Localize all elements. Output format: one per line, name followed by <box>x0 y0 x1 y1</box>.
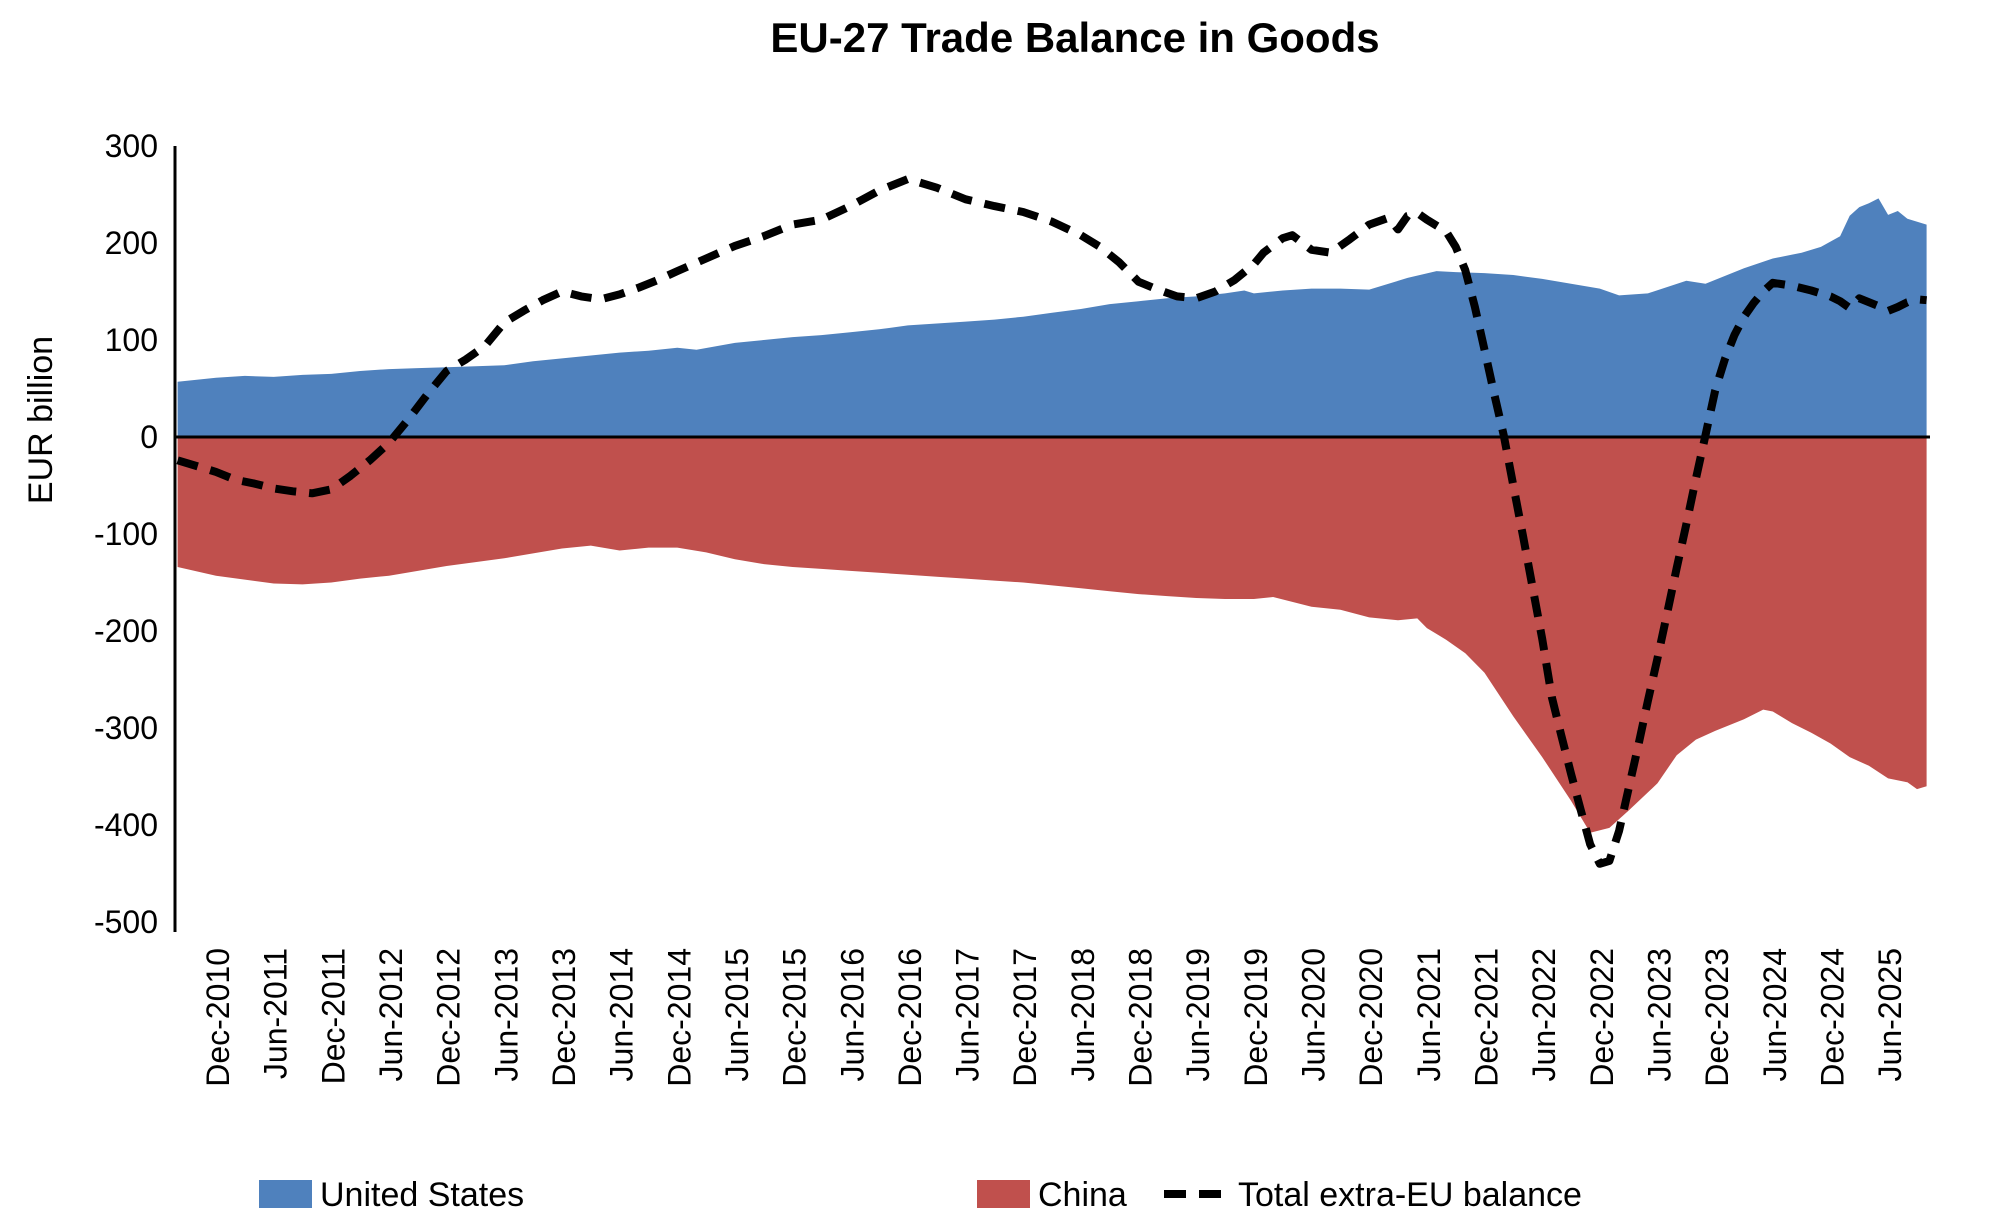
x-tick-label: Jun-2017 <box>950 948 986 1081</box>
x-tick-label: Dec-2013 <box>546 948 582 1087</box>
legend-label-united-states: United States <box>320 1176 524 1214</box>
x-tick-label: Dec-2024 <box>1815 948 1851 1087</box>
y-axis-title: EUR billion <box>22 336 60 504</box>
x-tick-label: Dec-2016 <box>892 948 928 1087</box>
x-tick-label: Jun-2013 <box>488 948 524 1081</box>
x-tick-label: Dec-2015 <box>777 948 813 1087</box>
x-tick-label: Jun-2011 <box>258 948 294 1079</box>
x-tick-label: Dec-2014 <box>661 948 697 1087</box>
legend-swatch-united-states <box>259 1180 312 1208</box>
x-tick-label: Jun-2024 <box>1757 948 1793 1081</box>
area-united-states <box>177 198 1927 437</box>
x-tick-label: Dec-2018 <box>1123 948 1159 1087</box>
x-tick-label: Jun-2012 <box>373 948 409 1081</box>
y-tick-label: 0 <box>140 419 158 455</box>
x-tick-label: Dec-2012 <box>431 948 467 1087</box>
x-tick-label: Dec-2020 <box>1353 948 1389 1087</box>
y-tick-label: -200 <box>94 613 158 649</box>
x-tick-label: Jun-2016 <box>834 948 870 1081</box>
x-tick-label: Dec-2022 <box>1584 948 1620 1087</box>
x-tick-label: Jun-2018 <box>1065 948 1101 1081</box>
x-tick-label: Jun-2014 <box>604 948 640 1081</box>
legend-label-total-extra-eu: Total extra-EU balance <box>1238 1176 1582 1214</box>
x-tick-label: Jun-2023 <box>1642 948 1678 1081</box>
x-tick-label: Jun-2021 <box>1411 948 1447 1081</box>
dashed-line-group <box>176 175 1927 868</box>
y-tick-label: -400 <box>94 807 158 843</box>
y-tick-label: -500 <box>94 904 158 940</box>
legend-label-china: China <box>1038 1176 1127 1214</box>
x-tick-label: Dec-2011 <box>315 948 351 1084</box>
y-tick-label: 100 <box>105 322 158 358</box>
y-tick-label: -300 <box>94 710 158 746</box>
x-tick-label: Dec-2010 <box>200 948 236 1087</box>
y-tick-label: 200 <box>105 225 158 261</box>
legend: United States China Total extra-EU balan… <box>259 1176 1582 1214</box>
y-tick-label: -100 <box>94 516 158 552</box>
chart-title: EU-27 Trade Balance in Goods <box>770 14 1379 61</box>
line-total-extra-eu-balance <box>176 175 1927 868</box>
x-tick-label: Jun-2019 <box>1180 948 1216 1081</box>
y-axis-tick-labels: 300 200 100 0 -100 -200 -300 -400 -500 <box>94 128 158 940</box>
x-tick-label: Jun-2022 <box>1526 948 1562 1081</box>
x-axis-tick-labels: Dec-2010 Jun-2011 Dec-2011 Jun-2012 Dec-2012… <box>200 948 1908 1087</box>
area-series-group <box>177 198 1927 833</box>
x-tick-label: Jun-2020 <box>1296 948 1332 1081</box>
y-tick-label: 300 <box>105 128 158 164</box>
x-tick-label: Dec-2019 <box>1238 948 1274 1087</box>
x-tick-label: Jun-2015 <box>719 948 755 1081</box>
x-tick-label: Jun-2025 <box>1872 948 1908 1081</box>
legend-swatch-china <box>977 1180 1030 1208</box>
x-tick-label: Dec-2023 <box>1699 948 1735 1087</box>
x-tick-label: Dec-2021 <box>1469 948 1505 1087</box>
area-china <box>177 437 1927 833</box>
x-tick-label: Dec-2017 <box>1007 948 1043 1087</box>
